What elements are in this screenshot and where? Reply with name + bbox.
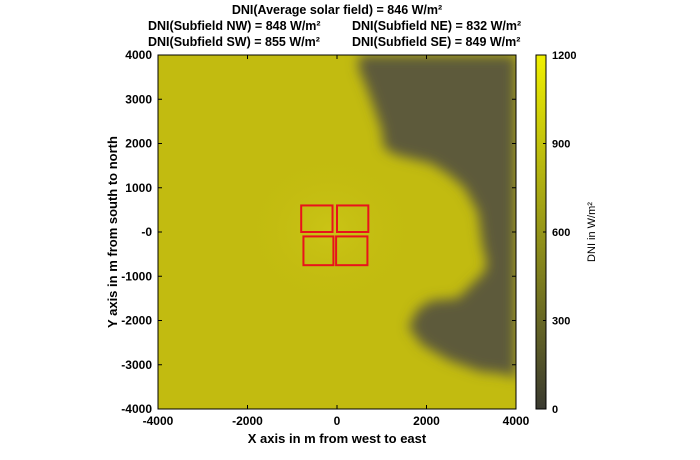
- y-tick-label: -4000: [121, 402, 152, 416]
- subfield-outlines: [300, 204, 370, 267]
- y-tick-label: 2000: [125, 137, 152, 151]
- colorbar-tick-label: 0: [552, 404, 558, 416]
- y-axis-label: Y axis in m from south to north: [105, 136, 120, 328]
- subfield-ne-outline: [336, 204, 370, 233]
- bright-halo: [240, 150, 420, 310]
- heatmap-plot-area: [157, 54, 517, 410]
- x-tick-label: 0: [334, 414, 341, 428]
- x-axis-ticks: -4000 -2000 0 2000 4000: [143, 55, 530, 428]
- x-tick-label: -4000: [143, 414, 174, 428]
- subfield-se-outline: [335, 235, 369, 267]
- colorbar-tick-label: 1200: [552, 50, 576, 62]
- title-subfield-se: DNI(Subfield SE) = 849 W/m²: [352, 35, 520, 49]
- y-tick-label: 1000: [125, 181, 152, 195]
- y-tick-label: -2000: [121, 314, 152, 328]
- colorbar-ticks: 0 300 600 900 1200: [543, 50, 576, 416]
- colorbar-tick-label: 900: [552, 139, 570, 151]
- y-tick-label: 3000: [125, 92, 152, 106]
- subfield-sw-outline: [302, 235, 335, 267]
- low-dni-cloud-region: [358, 55, 516, 378]
- colorbar: 0 300 600 900 1200 DNI in W/m²: [535, 50, 598, 416]
- x-tick-label: -2000: [232, 414, 263, 428]
- x-tick-label: 2000: [413, 414, 440, 428]
- y-tick-label: -1000: [121, 269, 152, 283]
- chart-title: DNI(Average solar field) = 846 W/m² DNI(…: [148, 3, 521, 49]
- colorbar-tick-label: 600: [552, 227, 570, 239]
- colorbar-tick-label: 300: [552, 316, 570, 328]
- y-tick-label: -3000: [121, 358, 152, 372]
- title-subfield-ne: DNI(Subfield NE) = 832 W/m²: [352, 19, 521, 33]
- y-axis-ticks: 4000 3000 2000 1000 -0 -1000 -2000 -3000 -4000: [121, 48, 516, 416]
- title-subfield-sw: DNI(Subfield SW) = 855 W/m²: [148, 35, 320, 49]
- x-axis-label: X axis in m from west to east: [248, 431, 427, 446]
- subfield-nw-outline: [300, 204, 334, 233]
- title-subfield-nw: DNI(Subfield NW) = 848 W/m²: [148, 19, 321, 33]
- y-tick-label: -0: [141, 225, 152, 239]
- colorbar-label: DNI in W/m²: [586, 202, 598, 262]
- title-average: DNI(Average solar field) = 846 W/m²: [232, 3, 442, 17]
- x-tick-label: 4000: [503, 414, 530, 428]
- y-tick-label: 4000: [125, 48, 152, 62]
